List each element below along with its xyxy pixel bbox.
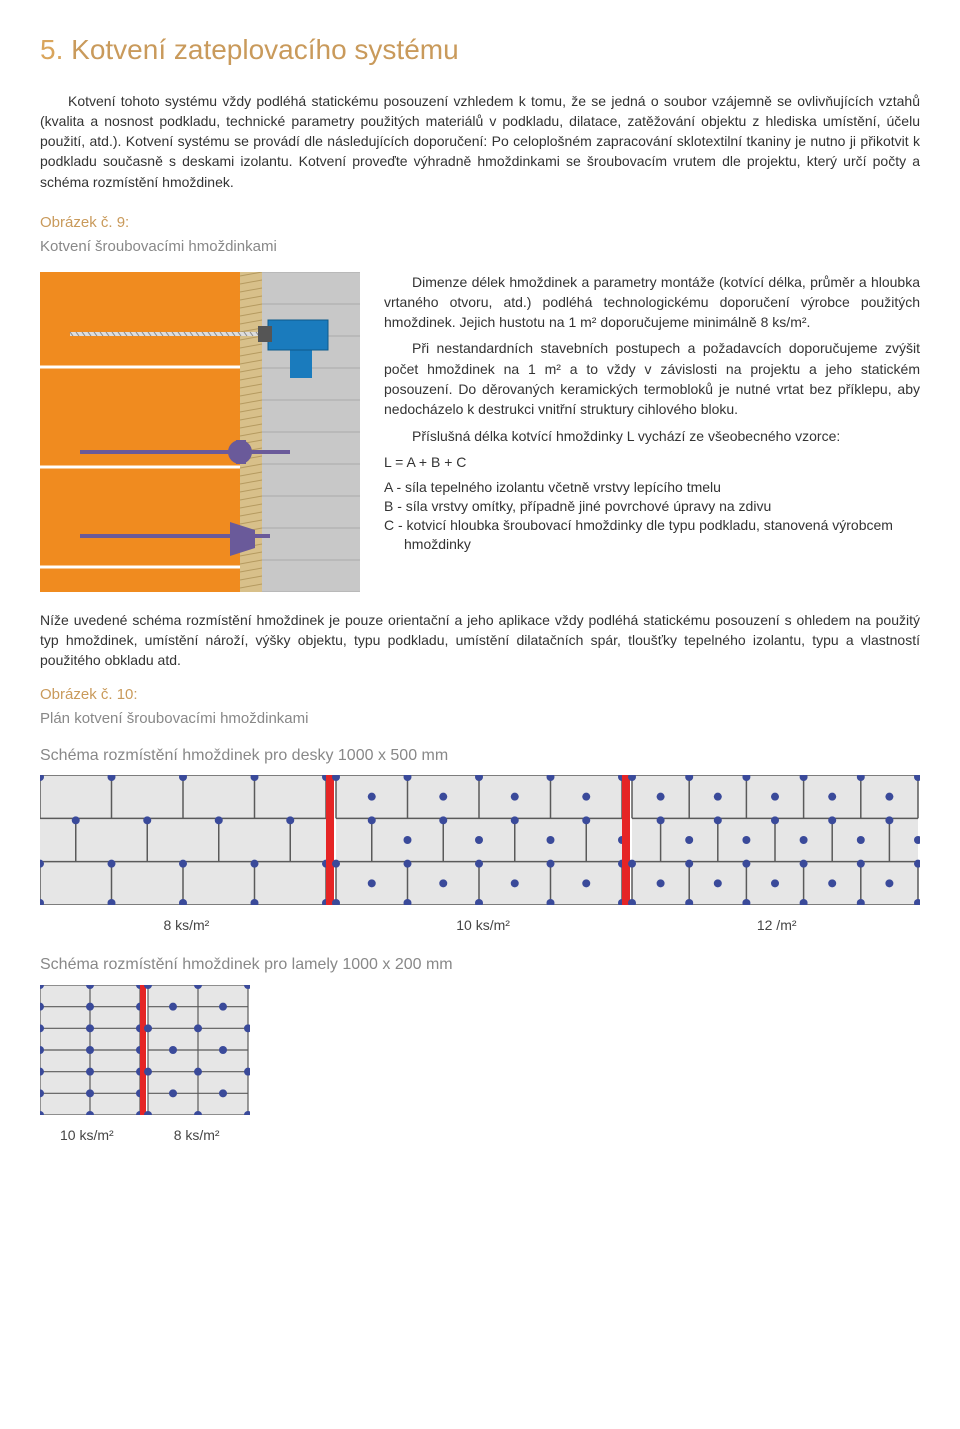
right-paragraph-2: Při nestandardních stavebních postupech … [384, 338, 920, 419]
definition-a: A - síla tepelného izolantu včetně vrstv… [384, 478, 920, 497]
density-5: 8 ks/m² [174, 1125, 220, 1145]
figure10-title: Plán kotvení šroubovacími hmoždinkami [40, 708, 920, 730]
definition-list: A - síla tepelného izolantu včetně vrstv… [384, 478, 920, 554]
schema2-label: Schéma rozmístění hmoždinek pro lamely 1… [40, 953, 920, 976]
density-4: 10 ks/m² [60, 1125, 114, 1145]
figure9-label: Obrázek č. 9: [40, 212, 920, 234]
density-1: 8 ks/m² [163, 915, 209, 935]
cross-section-svg [40, 272, 360, 592]
formula: L = A + B + C [384, 452, 920, 472]
schema2-svg [40, 985, 250, 1115]
section-heading: 5. Kotvení zateplovacího systému [40, 30, 920, 71]
figure9-text-column: Dimenze délek hmoždinek a parametry mont… [384, 272, 920, 554]
figure9-illustration [40, 272, 360, 592]
note-below: Níže uvedené schéma rozmístění hmoždinek… [40, 610, 920, 671]
right-paragraph-3: Příslušná délka kotvící hmoždinky L vych… [384, 426, 920, 446]
figure9-title: Kotvení šroubovacími hmoždinkami [40, 236, 920, 258]
figure9-row: Dimenze délek hmoždinek a parametry mont… [40, 272, 920, 592]
heading-text: Kotvení zateplovacího systému [71, 34, 459, 65]
definition-b: B - síla vrstvy omítky, případně jiné po… [384, 497, 920, 516]
density-3: 12 /m² [757, 915, 797, 935]
right-paragraph-1: Dimenze délek hmoždinek a parametry mont… [384, 272, 920, 333]
definition-c: C - kotvicí hloubka šroubovací hmoždinky… [384, 516, 920, 554]
figure10-label: Obrázek č. 10: [40, 684, 920, 706]
schema1-svg [40, 775, 920, 905]
heading-number: 5. [40, 34, 63, 65]
densities-row-1: 8 ks/m² 10 ks/m² 12 /m² [40, 915, 920, 935]
density-2: 10 ks/m² [456, 915, 510, 935]
densities-row-2: 10 ks/m² 8 ks/m² [60, 1125, 920, 1145]
intro-paragraph: Kotvení tohoto systému vždy podléhá stat… [40, 91, 920, 192]
schema1-label: Schéma rozmístění hmoždinek pro desky 10… [40, 744, 920, 767]
